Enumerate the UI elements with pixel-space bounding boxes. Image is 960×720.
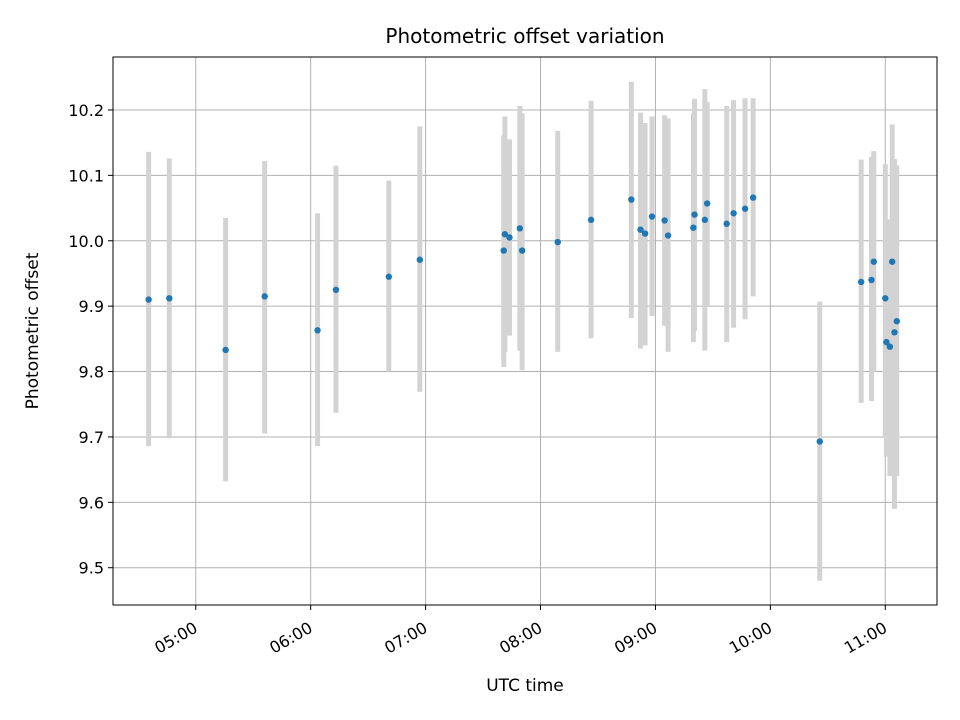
data-point [730, 210, 737, 217]
data-point [628, 196, 635, 203]
data-point [641, 230, 649, 237]
data-point [145, 296, 152, 303]
plot-frame [112, 56, 938, 606]
data-point [516, 225, 524, 232]
data-point [314, 327, 321, 334]
data-point [888, 258, 896, 265]
data-point [868, 276, 875, 284]
data-point [701, 216, 709, 224]
data-points [145, 194, 900, 445]
data-point [749, 194, 757, 201]
data-point [332, 286, 340, 294]
data-point [893, 317, 900, 325]
grid-lines [113, 57, 937, 605]
data-point [261, 293, 268, 300]
chart-title: Photometric offset variation [385, 24, 664, 48]
data-point [385, 273, 393, 280]
data-point [222, 346, 229, 354]
y-tick-label: 9.5 [79, 559, 104, 578]
data-point [166, 295, 173, 302]
data-point [703, 200, 711, 207]
data-point [500, 247, 507, 254]
data-point [506, 234, 513, 241]
data-point [891, 329, 898, 336]
data-point [886, 343, 894, 350]
data-point [691, 211, 698, 218]
data-point [723, 220, 730, 227]
y-tick-label: 10.2 [68, 101, 104, 120]
y-axis-label: Photometric offset [23, 252, 43, 409]
data-point [870, 258, 877, 265]
data-point [661, 217, 668, 224]
x-axis-label: UTC time [486, 676, 564, 696]
y-tick-label: 10.1 [68, 166, 104, 185]
data-point [416, 256, 424, 263]
y-tick-label: 10.0 [68, 232, 104, 251]
data-point [501, 231, 509, 238]
y-tick-label: 9.6 [79, 493, 104, 512]
y-tick-label: 9.9 [79, 297, 104, 316]
data-point [518, 247, 526, 254]
data-point [664, 232, 672, 239]
data-point [883, 338, 890, 346]
data-point [857, 278, 865, 286]
data-point [690, 224, 697, 231]
data-point [587, 216, 595, 224]
y-tick-label: 9.8 [79, 363, 104, 382]
data-point [816, 438, 823, 445]
y-tick-label: 9.7 [79, 428, 104, 447]
data-point [637, 226, 644, 233]
data-point [554, 238, 561, 246]
data-point [882, 295, 889, 302]
data-point [741, 205, 749, 212]
data-point [648, 213, 656, 220]
